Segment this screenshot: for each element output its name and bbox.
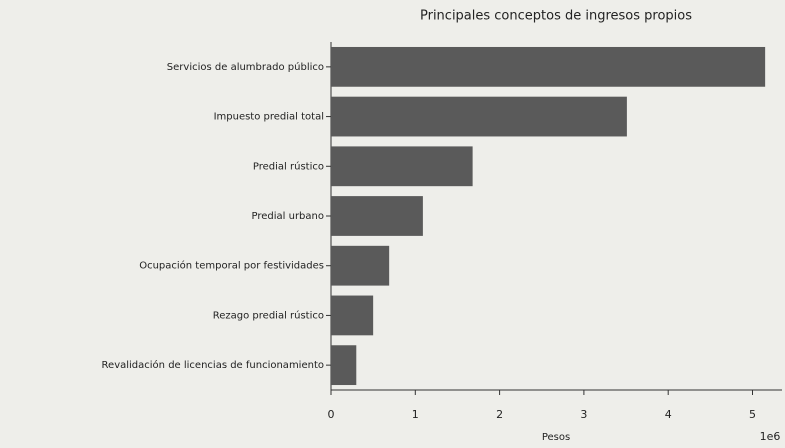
bar [331, 196, 423, 236]
bar [331, 146, 473, 187]
x-tick-label: 5 [749, 408, 756, 421]
x-tick-label: 1 [412, 408, 419, 421]
x-tick-label: 0 [328, 408, 335, 421]
y-tick-label: Ocupación temporal por festividades [139, 260, 324, 272]
bar [331, 295, 374, 336]
y-tick-label: Predial urbano [252, 211, 325, 222]
y-tick-label: Servicios de alumbrado público [167, 61, 324, 73]
bar [331, 46, 766, 87]
x-tick-label: 4 [665, 408, 672, 421]
x-tick-label: 2 [496, 408, 503, 421]
offset-label: 1e6 [760, 430, 781, 443]
y-tick-label: Predial rústico [253, 160, 324, 172]
x-axis-label: Pesos [542, 432, 570, 443]
bar [331, 245, 390, 286]
y-tick-label: Impuesto predial total [214, 112, 324, 123]
y-tick-label: Rezago predial rústico [213, 309, 324, 321]
chart-title: Principales conceptos de ingresos propio… [420, 9, 692, 24]
bar [331, 96, 627, 137]
y-tick-label: Revalidación de licencias de funcionamie… [102, 359, 324, 371]
x-tick-label: 3 [580, 408, 587, 421]
bar [331, 345, 357, 386]
